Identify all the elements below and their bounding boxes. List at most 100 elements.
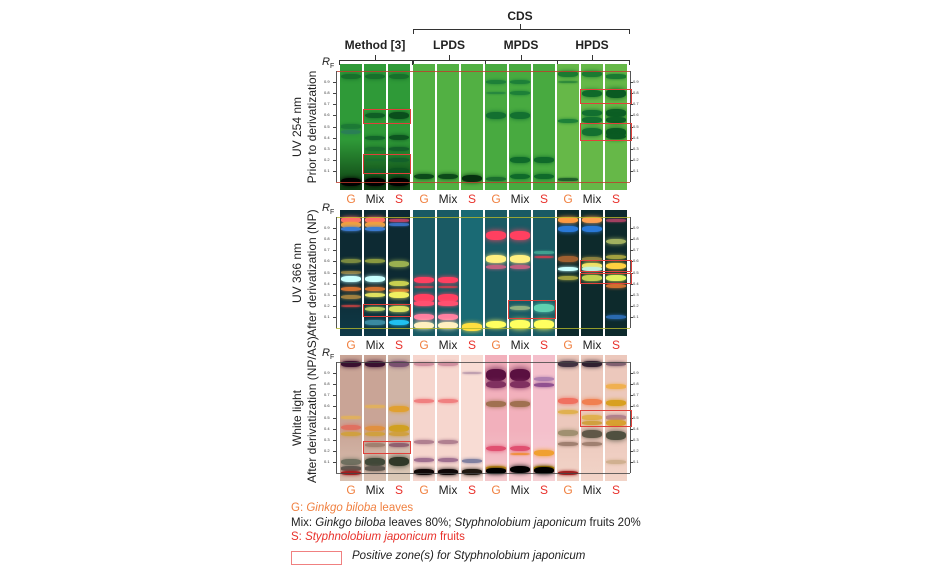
- band-spot: [510, 173, 530, 180]
- band-spot: [582, 399, 602, 405]
- band-spot: [341, 459, 361, 465]
- tick-label-right: 0.1: [633, 458, 639, 464]
- band-spot: [510, 320, 530, 330]
- tick-mark-left: [333, 261, 336, 263]
- band-spot: [414, 277, 434, 284]
- band-spot: [438, 285, 458, 289]
- band-spot: [438, 457, 458, 462]
- plate-lane: [340, 355, 362, 481]
- tick-label-right: 0.2: [633, 156, 639, 162]
- band-spot: [341, 470, 361, 476]
- band-spot: [510, 231, 530, 241]
- band-spot: [534, 173, 554, 180]
- rf-letter: R: [322, 202, 330, 214]
- panel-title-line1: White light: [290, 389, 304, 447]
- band-spot: [582, 262, 602, 269]
- band-spot: [606, 116, 626, 123]
- band-spot: [365, 168, 385, 173]
- band-spot: [558, 430, 578, 436]
- band-spot: [510, 80, 530, 85]
- tick-mark-left: [333, 93, 336, 95]
- band-spot: [558, 267, 578, 272]
- lane-label: S: [394, 483, 403, 497]
- band-spot: [582, 89, 602, 97]
- band-spot: [462, 323, 482, 331]
- band-spot: [438, 439, 458, 444]
- band-spot: [558, 256, 578, 263]
- method-bracket-tick: [375, 55, 376, 60]
- tick-label-right: 0.9: [633, 225, 639, 231]
- tick-label-right: 0.3: [633, 291, 639, 297]
- tick-label-left: 0.6: [324, 403, 330, 409]
- tick-mark-left: [333, 417, 336, 419]
- tick-mark-right: [630, 250, 633, 252]
- rf-subscript: F: [329, 354, 335, 362]
- band-spot: [365, 361, 385, 368]
- band-spot: [486, 320, 506, 329]
- tick-mark-left: [333, 159, 336, 161]
- band-spot: [438, 468, 458, 475]
- positive-zone-box: [580, 260, 632, 273]
- band-spot: [462, 371, 482, 375]
- band-spot: [606, 262, 626, 269]
- lane-label: Mix: [365, 483, 385, 497]
- band-spot: [365, 276, 385, 283]
- tick-label-right: 0.9: [633, 370, 639, 376]
- tick-mark-left: [333, 461, 336, 463]
- tick-mark-right: [630, 159, 633, 161]
- band-spot: [341, 294, 361, 299]
- lane-label: S: [611, 483, 620, 497]
- tick-label-left: 0.2: [324, 447, 330, 453]
- positive-zone-box: [508, 300, 556, 320]
- band-spot: [365, 320, 385, 325]
- plate-lane: [364, 64, 386, 190]
- band-spot: [389, 424, 409, 433]
- panel-side-title: UV 366 nm After derivatization (NP): [290, 208, 320, 338]
- positive-zone-box: [363, 303, 411, 317]
- plate-lane: [485, 64, 507, 190]
- band-spot: [341, 424, 361, 431]
- band-spot: [389, 134, 409, 141]
- hpds-bracket-tick: [592, 55, 593, 60]
- band-spot: [510, 255, 530, 263]
- tick-mark-left: [333, 104, 336, 106]
- band-spot: [414, 362, 434, 367]
- tick-label-left: 0.1: [324, 458, 330, 464]
- band-spot: [510, 305, 530, 311]
- tick-label-left: 0.7: [324, 247, 330, 253]
- origin-line: [336, 182, 630, 183]
- tick-label-left: 0.6: [324, 112, 330, 118]
- band-spot: [582, 71, 602, 78]
- tick-mark-right: [630, 373, 633, 375]
- tick-mark-right: [630, 428, 633, 430]
- legend-mix-species1: Ginkgo biloba: [315, 517, 386, 529]
- band-spot: [558, 71, 578, 78]
- mpds-bracket-tick: [521, 55, 522, 60]
- plate-lane: [509, 355, 531, 481]
- band-spot: [341, 271, 361, 274]
- lane-label: G: [346, 338, 356, 352]
- band-spot: [510, 156, 530, 163]
- tick-mark-right: [630, 450, 633, 452]
- tick-mark-left: [333, 316, 336, 318]
- tick-label-right: 0.6: [633, 403, 639, 409]
- tick-mark-right: [630, 305, 633, 307]
- band-spot: [582, 275, 602, 281]
- band-spot: [389, 111, 409, 120]
- band-spot: [341, 432, 361, 437]
- lane-label: Mix: [438, 483, 458, 497]
- plate-lane: [581, 64, 603, 190]
- tick-label-right: 0.4: [633, 280, 639, 286]
- legend-zone-label: Positive zone(s) for Styphnolobium japon…: [352, 550, 586, 562]
- plate-lane: [533, 210, 555, 336]
- lane-label: Mix: [365, 338, 385, 352]
- legend-g-prefix: G:: [291, 502, 307, 514]
- band-spot: [558, 409, 578, 415]
- lane-label: S: [611, 338, 620, 352]
- tick-label-left: 0.9: [324, 79, 330, 85]
- lane-label: S: [394, 338, 403, 352]
- band-spot: [558, 397, 578, 404]
- band-spot: [365, 112, 385, 119]
- legend-mix-prefix: Mix:: [291, 517, 316, 529]
- band-spot: [365, 178, 385, 186]
